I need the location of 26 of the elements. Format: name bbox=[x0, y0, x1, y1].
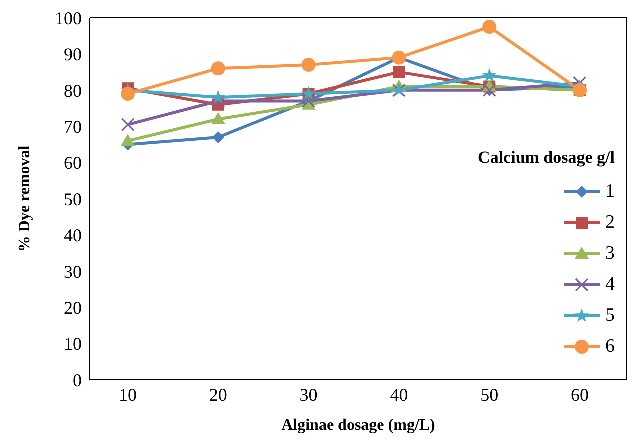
x-tick-label: 30 bbox=[300, 384, 318, 405]
y-tick-label: 10 bbox=[64, 334, 82, 354]
y-tick-label: 90 bbox=[64, 44, 82, 65]
y-tick-label: 30 bbox=[64, 262, 82, 282]
legend-label: 1 bbox=[604, 180, 615, 202]
x-axis-title: Alginae dosage (mg/L) bbox=[282, 417, 436, 434]
x-tick-label: 20 bbox=[209, 384, 228, 405]
y-tick-label: 80 bbox=[64, 80, 82, 101]
x-tick-label: 40 bbox=[390, 384, 408, 405]
y-tick-label: 100 bbox=[55, 8, 82, 28]
y-tick-label: 0 bbox=[73, 370, 82, 390]
y-tick-label: 20 bbox=[64, 298, 82, 318]
x-tick-label: 60 bbox=[571, 384, 589, 405]
legend-label: 3 bbox=[604, 242, 615, 264]
y-tick-label: 70 bbox=[64, 116, 82, 137]
legend-label: 4 bbox=[604, 274, 615, 296]
legend-label: 5 bbox=[604, 304, 615, 326]
y-tick-label: 40 bbox=[64, 226, 82, 246]
y-axis-title: % Dye removal bbox=[16, 145, 34, 252]
legend-label: 2 bbox=[604, 212, 615, 234]
x-tick-label: 50 bbox=[480, 384, 499, 405]
legend-title: Calcium dosage g/l bbox=[478, 148, 615, 168]
y-tick-label: 50 bbox=[64, 189, 82, 210]
y-tick-label: 60 bbox=[64, 153, 82, 174]
legend-label: 6 bbox=[604, 336, 615, 358]
x-tick-label: 10 bbox=[119, 384, 137, 405]
